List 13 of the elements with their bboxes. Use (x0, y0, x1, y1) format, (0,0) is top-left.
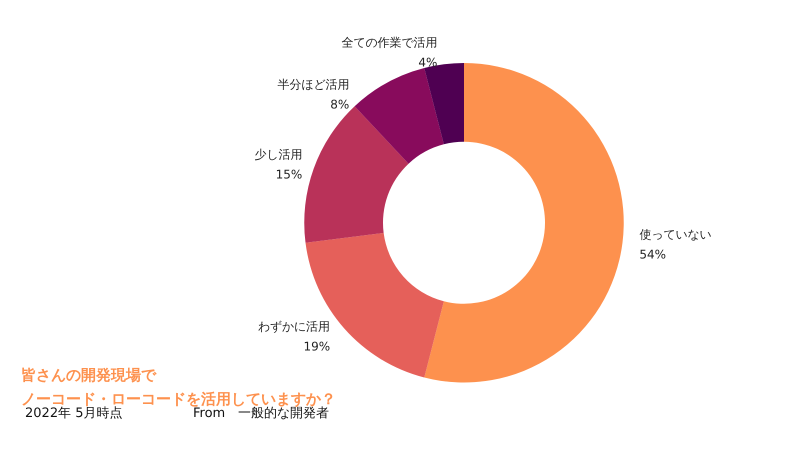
data-label: 4% (418, 55, 438, 70)
text: 皆さんの開発現場で (21, 366, 157, 384)
slice-label: 使っていない (639, 227, 712, 242)
text: From 一般的な開発者 (193, 406, 330, 421)
data-label: 54% (639, 247, 666, 262)
slice-label: わずかに活用 (258, 319, 330, 334)
data-label: 15% (276, 168, 302, 182)
slice-label: 半分ほど活用 (277, 77, 350, 92)
slice-label: 少し活用 (254, 148, 302, 162)
data-label: 8% (330, 97, 350, 112)
slice-label: 全ての作業で活用 (341, 35, 438, 50)
text: 2022年 5月時点 (25, 406, 122, 421)
data-label: 19% (303, 339, 330, 354)
